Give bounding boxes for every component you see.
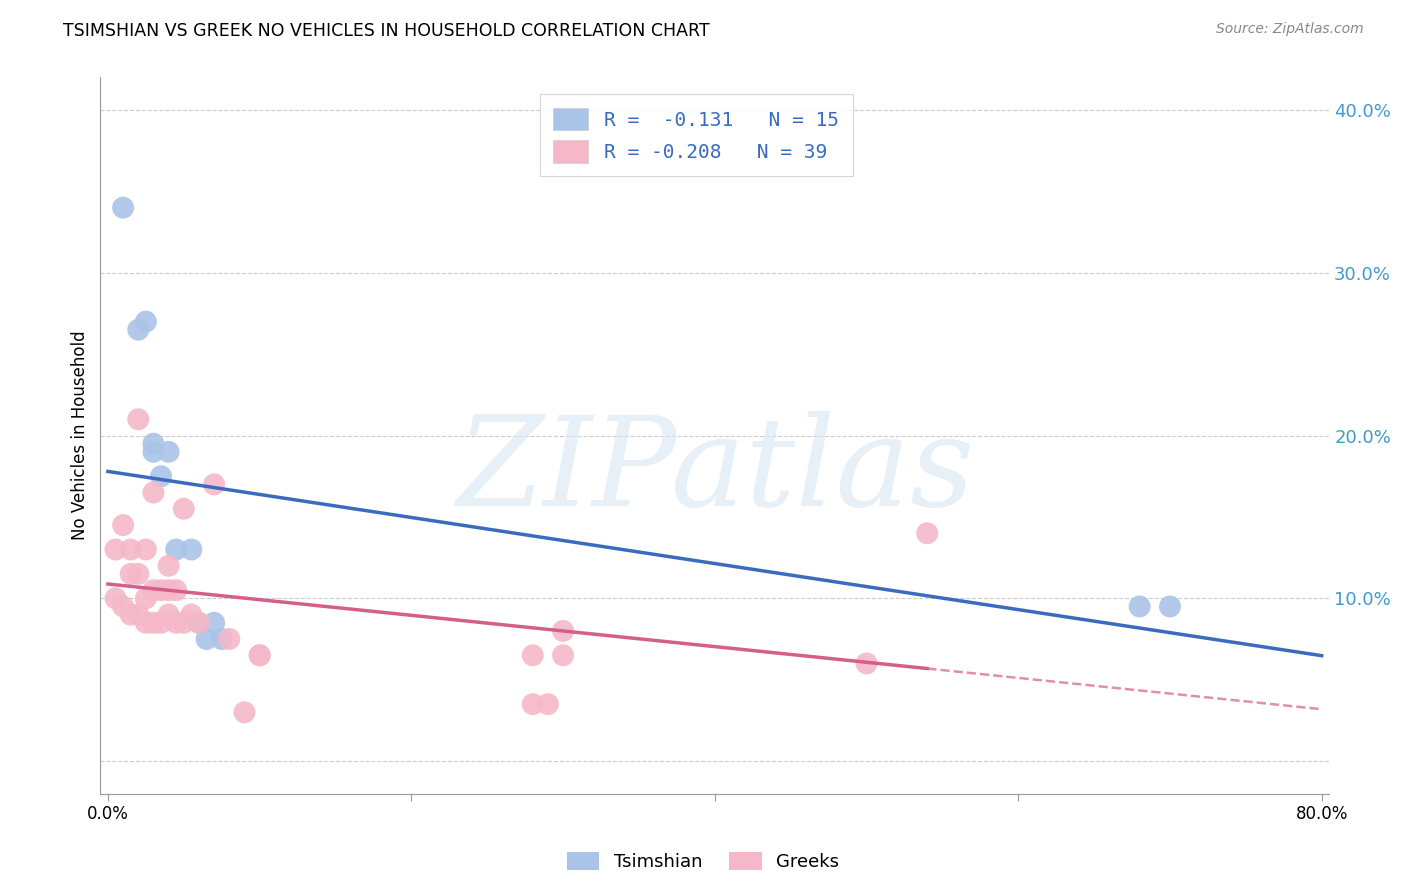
- Point: [142, 583, 165, 598]
- Point: [127, 566, 149, 581]
- Point: [855, 657, 877, 671]
- Point: [522, 648, 544, 663]
- Point: [188, 615, 211, 630]
- Point: [157, 445, 180, 459]
- Text: ZIPatlas: ZIPatlas: [456, 410, 974, 533]
- Point: [150, 469, 173, 483]
- Point: [120, 607, 142, 622]
- Point: [157, 558, 180, 573]
- Point: [165, 542, 187, 557]
- Legend: R =  -0.131   N = 15, R = -0.208   N = 39: R = -0.131 N = 15, R = -0.208 N = 39: [540, 95, 852, 177]
- Point: [142, 485, 165, 500]
- Point: [180, 607, 202, 622]
- Point: [915, 526, 938, 541]
- Point: [142, 445, 165, 459]
- Point: [218, 632, 240, 646]
- Point: [127, 607, 149, 622]
- Point: [135, 591, 157, 606]
- Point: [135, 615, 157, 630]
- Point: [112, 599, 135, 614]
- Text: TSIMSHIAN VS GREEK NO VEHICLES IN HOUSEHOLD CORRELATION CHART: TSIMSHIAN VS GREEK NO VEHICLES IN HOUSEH…: [63, 22, 710, 40]
- Point: [1159, 599, 1181, 614]
- Point: [233, 706, 256, 720]
- Point: [112, 518, 135, 533]
- Point: [195, 632, 218, 646]
- Point: [188, 615, 211, 630]
- Point: [150, 583, 173, 598]
- Legend: Tsimshian, Greeks: Tsimshian, Greeks: [560, 845, 846, 879]
- Point: [202, 615, 225, 630]
- Y-axis label: No Vehicles in Household: No Vehicles in Household: [72, 331, 89, 541]
- Point: [135, 542, 157, 557]
- Point: [522, 697, 544, 711]
- Point: [249, 648, 271, 663]
- Point: [165, 583, 187, 598]
- Point: [157, 583, 180, 598]
- Point: [249, 648, 271, 663]
- Point: [202, 477, 225, 491]
- Point: [1129, 599, 1152, 614]
- Text: Source: ZipAtlas.com: Source: ZipAtlas.com: [1216, 22, 1364, 37]
- Point: [127, 412, 149, 426]
- Point: [120, 566, 142, 581]
- Point: [104, 591, 127, 606]
- Point: [173, 501, 195, 516]
- Point: [165, 615, 187, 630]
- Point: [157, 607, 180, 622]
- Point: [142, 436, 165, 450]
- Point: [150, 615, 173, 630]
- Point: [127, 323, 149, 337]
- Point: [537, 697, 560, 711]
- Point: [173, 615, 195, 630]
- Point: [551, 624, 574, 638]
- Point: [112, 201, 135, 215]
- Point: [551, 648, 574, 663]
- Point: [135, 315, 157, 329]
- Point: [211, 632, 233, 646]
- Point: [180, 542, 202, 557]
- Point: [104, 542, 127, 557]
- Point: [120, 542, 142, 557]
- Point: [142, 615, 165, 630]
